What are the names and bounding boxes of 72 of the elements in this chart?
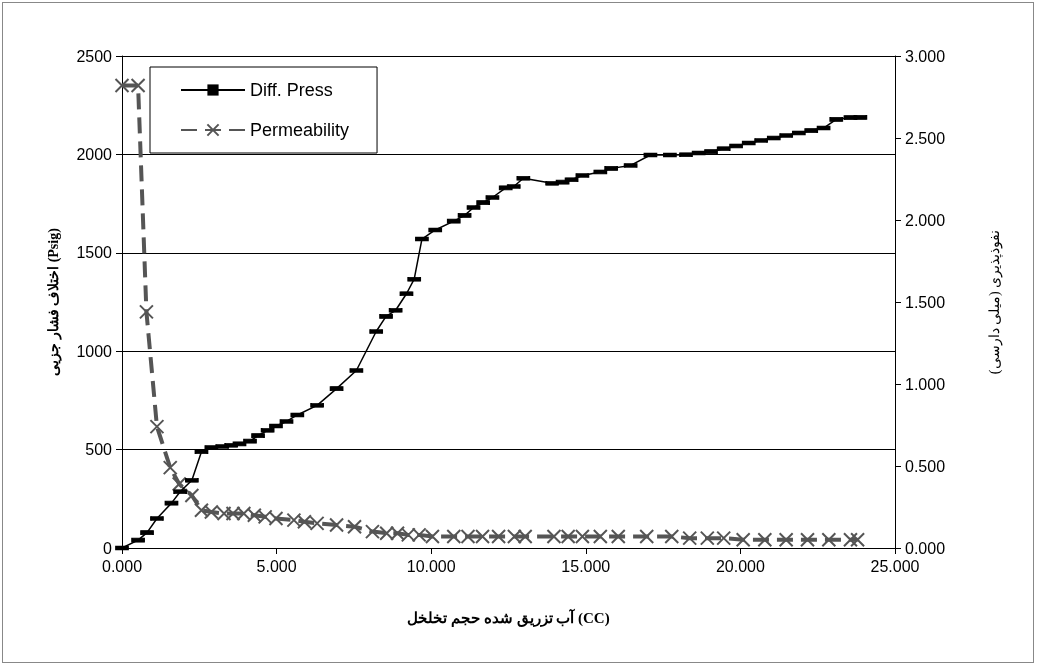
point <box>800 532 815 548</box>
point <box>664 529 680 545</box>
y-tick-label: 500 <box>85 441 113 459</box>
x-tick-label: 5.000 <box>256 557 297 575</box>
point <box>821 532 837 548</box>
point <box>130 78 146 94</box>
point <box>149 419 165 435</box>
y2-tick-label: 2.000 <box>905 211 946 229</box>
y-tick-label: 1000 <box>76 342 113 360</box>
point <box>114 78 130 94</box>
point <box>735 532 751 548</box>
point <box>639 529 655 545</box>
point <box>574 529 590 545</box>
point <box>446 529 462 545</box>
point <box>286 512 302 528</box>
point <box>475 529 491 545</box>
point <box>296 514 312 530</box>
y2-axis-title: نفوذپذیری (میلی دارسی) <box>986 229 1003 375</box>
point <box>424 529 440 545</box>
point <box>257 509 273 525</box>
y-axis-title: اختلاف فشار جزیی (Psig) <box>45 227 62 376</box>
y-tick-label: 2000 <box>76 145 113 163</box>
point <box>216 506 232 522</box>
y-tick-label: 1500 <box>76 244 113 262</box>
point <box>506 529 522 545</box>
legend-label: Permeability <box>250 120 350 140</box>
x-tick-label: 25.000 <box>870 557 920 575</box>
x-tick-label: 20.000 <box>715 557 765 575</box>
point <box>411 527 427 543</box>
point <box>184 488 200 504</box>
point <box>400 527 416 543</box>
point <box>517 529 533 545</box>
point <box>347 519 363 535</box>
point <box>236 506 252 522</box>
point <box>682 530 698 546</box>
point <box>138 304 154 320</box>
point <box>390 525 405 541</box>
point <box>546 529 562 545</box>
point <box>460 529 476 545</box>
point <box>778 532 794 548</box>
point <box>716 530 732 546</box>
point <box>203 504 219 520</box>
point <box>193 502 209 518</box>
y2-tick-label: 2.500 <box>905 129 946 147</box>
y-tick-label: 2500 <box>76 47 113 65</box>
point <box>268 510 284 526</box>
point <box>560 529 576 545</box>
x-tick-label: 10.000 <box>406 557 456 575</box>
point <box>364 524 380 540</box>
point <box>610 529 626 545</box>
x-tick-label: 15.000 <box>561 557 611 575</box>
point <box>850 532 866 548</box>
point <box>309 515 325 531</box>
point <box>757 532 773 548</box>
y2-tick-label: 1.500 <box>905 293 946 311</box>
point <box>842 532 858 548</box>
y2-tick-label: 0.500 <box>905 457 946 475</box>
point <box>225 506 241 522</box>
y2-tick-label: 1.000 <box>905 375 946 393</box>
point <box>379 525 395 541</box>
y2-tick-label: 3.000 <box>905 47 946 65</box>
x-axis-title: آب تزریق شده حجم تخلخل (CC) <box>407 607 610 627</box>
y-tick-label: 0 <box>103 539 113 557</box>
y2-tick-label: 0.000 <box>905 539 946 557</box>
point <box>246 507 262 523</box>
point <box>329 517 345 533</box>
point <box>699 530 715 546</box>
point <box>592 529 608 545</box>
x-tick-label: 0.000 <box>101 557 143 575</box>
point <box>162 460 178 476</box>
legend-label: Diff. Press <box>250 80 333 100</box>
point <box>491 529 507 545</box>
